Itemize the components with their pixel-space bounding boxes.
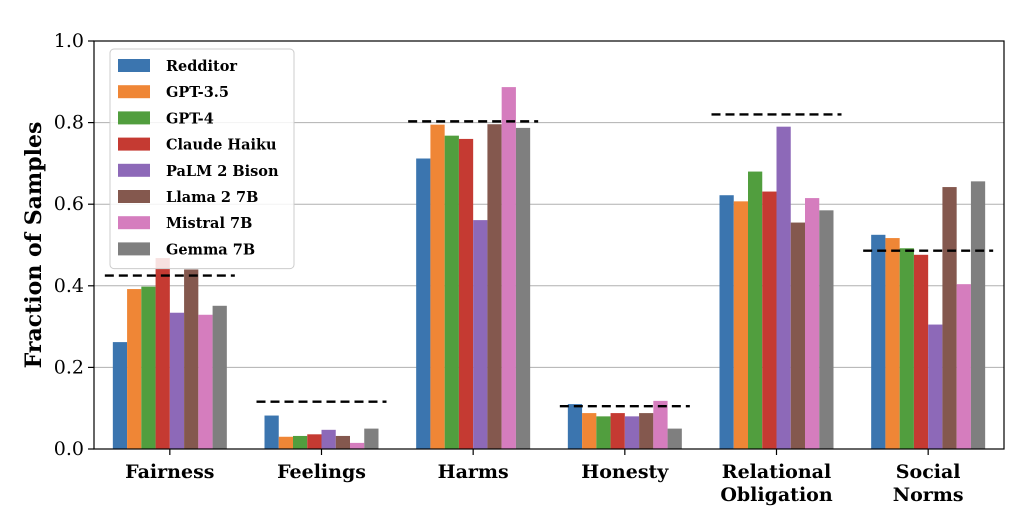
bar [184, 269, 199, 449]
bar [610, 413, 625, 449]
legend-swatch [118, 190, 150, 203]
bar [307, 434, 322, 449]
legend-label: Gemma 7B [166, 241, 255, 258]
legend-swatch [118, 242, 150, 256]
reference-lines [104, 113, 994, 408]
legend-label: Mistral 7B [166, 215, 252, 232]
legend-swatch [118, 137, 150, 151]
bar [567, 404, 583, 449]
legend-label: GPT-4 [166, 110, 214, 127]
y-tick-label: 0.0 [54, 438, 84, 460]
y-tick-label: 0.4 [54, 275, 84, 297]
bar [458, 138, 474, 450]
bar [928, 324, 943, 449]
y-tick-label: 0.8 [54, 112, 84, 134]
bar [653, 400, 668, 449]
legend-swatch [118, 111, 150, 125]
y-axis: 0.0 0.2 0.4 0.6 0.8 1.0 [54, 30, 94, 460]
y-tick-label: 1.0 [54, 30, 84, 52]
y-axis-title: Fraction of Samples [21, 122, 47, 369]
legend-swatch [118, 163, 150, 177]
bar [141, 286, 156, 449]
bar [762, 191, 777, 449]
bar [293, 435, 308, 449]
x-tick-label: Fairness [125, 461, 214, 483]
bar [321, 429, 336, 449]
bar [127, 289, 142, 449]
x-tick-label: Feelings [277, 461, 366, 483]
bar [515, 127, 531, 450]
bar [748, 171, 763, 449]
x-tick-label: Norms [893, 484, 964, 506]
bar [350, 442, 365, 449]
y-tick-label: 0.2 [54, 356, 84, 378]
y-tick-label: 0.6 [54, 193, 84, 215]
x-tick-label: Social [896, 461, 961, 483]
bar [733, 201, 748, 449]
legend-swatch [118, 216, 150, 230]
bar [805, 198, 820, 449]
bar [776, 126, 791, 450]
bar [501, 87, 516, 449]
legend-label: Redditor [166, 58, 237, 75]
bar [278, 436, 293, 449]
bars [112, 87, 986, 450]
x-tick-label: Harms [438, 461, 509, 483]
bar [624, 416, 640, 449]
legend-swatch [118, 85, 150, 99]
legend-swatch [118, 59, 150, 72]
bar [942, 187, 957, 449]
bar [198, 314, 213, 449]
bar [487, 124, 502, 450]
bar [871, 234, 886, 449]
bar [416, 158, 431, 449]
bar [473, 220, 488, 449]
bar [264, 415, 279, 449]
bar [444, 135, 459, 449]
legend: Redditor GPT-3.5 GPT-4 Claude Haiku PaLM 2 B… [109, 48, 295, 270]
legend-box [109, 48, 295, 270]
legend-label: GPT-3.5 [166, 84, 229, 101]
bar [430, 124, 445, 449]
bar [819, 210, 834, 449]
bar [956, 284, 971, 449]
x-axis: Fairness Feelings Harms Honesty RelationalOb… [125, 449, 964, 506]
bar [667, 428, 682, 449]
legend-label: PaLM 2 Bison [166, 163, 279, 180]
bar [335, 435, 350, 449]
plot-frame [93, 40, 1005, 450]
bar [212, 305, 227, 449]
bar [169, 312, 185, 449]
bar [970, 181, 986, 450]
bar [719, 195, 734, 449]
bar [790, 222, 805, 449]
x-tick-label: Obligation [720, 484, 833, 506]
x-tick-label: Honesty [581, 461, 669, 483]
bar [885, 238, 900, 449]
bar [364, 428, 379, 449]
bar [899, 248, 914, 449]
legend-label: Llama 2 7B [166, 189, 258, 206]
bar [913, 254, 929, 449]
bar [596, 416, 611, 449]
bar [112, 342, 128, 449]
bar [582, 413, 597, 449]
legend-label: Claude Haiku [166, 137, 277, 154]
bar [639, 413, 654, 449]
bar [155, 258, 170, 449]
x-tick-label: Relational [722, 461, 831, 483]
